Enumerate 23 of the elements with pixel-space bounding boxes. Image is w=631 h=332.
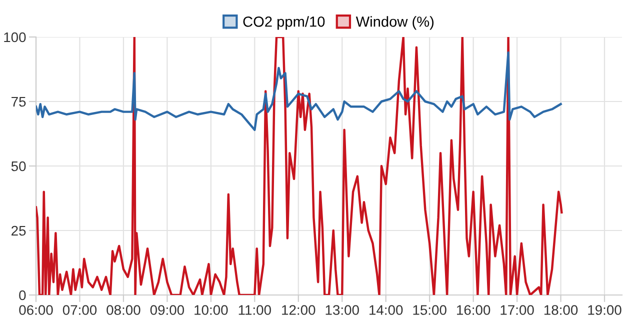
y-tick-label: 50	[11, 161, 26, 172]
y-tick-label: 100	[4, 32, 26, 42]
x-tick-label: 13:00	[326, 305, 359, 315]
x-tick-label: 11:00	[238, 305, 271, 315]
legend-label: CO2 ppm/10	[243, 16, 325, 30]
x-tick-label: 14:00	[370, 305, 403, 315]
x-tick-label: 09:00	[150, 305, 184, 315]
x-tick-label: 18:00	[544, 305, 578, 315]
x-tick-label: 10:00	[194, 305, 228, 315]
x-tick-label: 07:00	[62, 305, 97, 315]
x-tick-label: 08:00	[106, 305, 140, 315]
x-tick-label: 19:00	[588, 305, 622, 315]
line-series	[36, 37, 563, 295]
x-tick-label: 16:00	[456, 305, 490, 315]
line-series	[36, 51, 562, 131]
legend-label: Window (%)	[356, 16, 434, 30]
y-tick-label: 25	[12, 226, 26, 236]
x-tick-label: 12:00	[282, 305, 316, 315]
y-tick-label: 0	[19, 290, 26, 300]
x-tick-label: 15:00	[413, 305, 446, 315]
y-tick-label: 75	[12, 96, 26, 107]
x-tick-label: 06:00	[19, 305, 53, 315]
x-tick-label: 17:00	[500, 305, 534, 315]
